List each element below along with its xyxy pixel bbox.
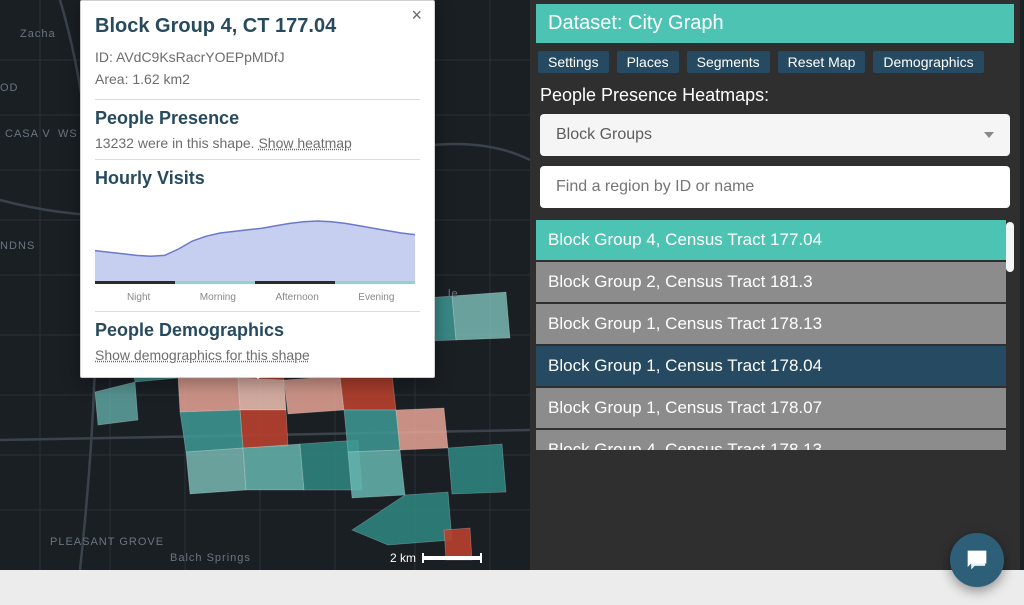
presence-heading: People Presence <box>95 108 420 129</box>
sidebar-panel: Dataset: City Graph Settings Places Segmen… <box>530 0 1020 570</box>
bottom-bar <box>0 570 1024 605</box>
map-label: Balch Springs <box>170 552 251 564</box>
close-icon[interactable]: × <box>405 3 428 28</box>
popup-title: Block Group 4, CT 177.04 <box>95 15 420 38</box>
popup-area-line: Area: 1.62 km2 <box>95 68 420 90</box>
heatmap-type-select[interactable]: Block Groups <box>540 114 1010 156</box>
tab-settings[interactable]: Settings <box>538 51 609 73</box>
tab-segments[interactable]: Segments <box>687 51 770 73</box>
chart-axis-label: Afternoon <box>258 292 337 303</box>
tab-reset-map[interactable]: Reset Map <box>778 51 866 73</box>
list-item[interactable]: Block Group 1, Census Tract 178.04 <box>536 346 1006 386</box>
map-label: WS <box>58 128 78 140</box>
heatmaps-label: People Presence Heatmaps: <box>530 85 1020 114</box>
select-value: Block Groups <box>556 126 652 144</box>
chat-icon <box>963 546 991 574</box>
tab-demographics[interactable]: Demographics <box>873 51 983 73</box>
map-label: OD <box>0 82 19 94</box>
list-item[interactable]: Block Group 4, Census Tract 178.13 <box>536 430 1006 450</box>
dataset-banner: Dataset: City Graph <box>536 4 1014 43</box>
popup-id-line: ID: AVdC9KsRacrYOEPpMDfJ <box>95 46 420 68</box>
chevron-down-icon <box>984 132 994 138</box>
region-info-popup: × Block Group 4, CT 177.04 ID: AVdC9KsRa… <box>80 0 435 378</box>
list-item[interactable]: Block Group 4, Census Tract 177.04 <box>536 220 1006 260</box>
hourly-visits-chart: NightMorningAfternoonEvening <box>95 201 420 303</box>
chart-axis-label: Morning <box>178 292 257 303</box>
chat-button[interactable] <box>950 533 1004 587</box>
divider <box>95 159 420 160</box>
sidebar-tabs: Settings Places Segments Reset Map Demograph… <box>530 51 1020 85</box>
divider <box>95 99 420 100</box>
map-label: Zacha <box>20 28 56 40</box>
show-heatmap-link[interactable]: Show heatmap <box>258 135 351 151</box>
scale-bar <box>422 556 482 560</box>
list-item[interactable]: Block Group 2, Census Tract 181.3 <box>536 262 1006 302</box>
tab-places[interactable]: Places <box>617 51 679 73</box>
map-label: PLEASANT GROVE <box>50 536 164 548</box>
map-scale: 2 km <box>390 551 482 565</box>
list-item[interactable]: Block Group 1, Census Tract 178.07 <box>536 388 1006 428</box>
scrollbar-thumb[interactable] <box>1006 222 1014 272</box>
map-label: NS <box>18 240 35 252</box>
list-item[interactable]: Block Group 1, Census Tract 178.13 <box>536 304 1006 344</box>
search-input[interactable] <box>556 178 994 196</box>
chart-axis-label: Night <box>99 292 178 303</box>
map-label: ND <box>0 240 18 252</box>
region-list[interactable]: Block Group 4, Census Tract 177.04Block … <box>536 220 1014 450</box>
chart-axis-label: Evening <box>337 292 416 303</box>
map-label: le <box>448 288 459 300</box>
map-label: CASA V <box>5 128 51 140</box>
region-search[interactable] <box>540 166 1010 208</box>
presence-line: 13232 were in this shape. Show heatmap <box>95 135 420 151</box>
demographics-heading: People Demographics <box>95 320 420 341</box>
show-demographics-link[interactable]: Show demographics for this shape <box>95 347 310 363</box>
hourly-heading: Hourly Visits <box>95 168 420 189</box>
divider <box>95 311 420 312</box>
